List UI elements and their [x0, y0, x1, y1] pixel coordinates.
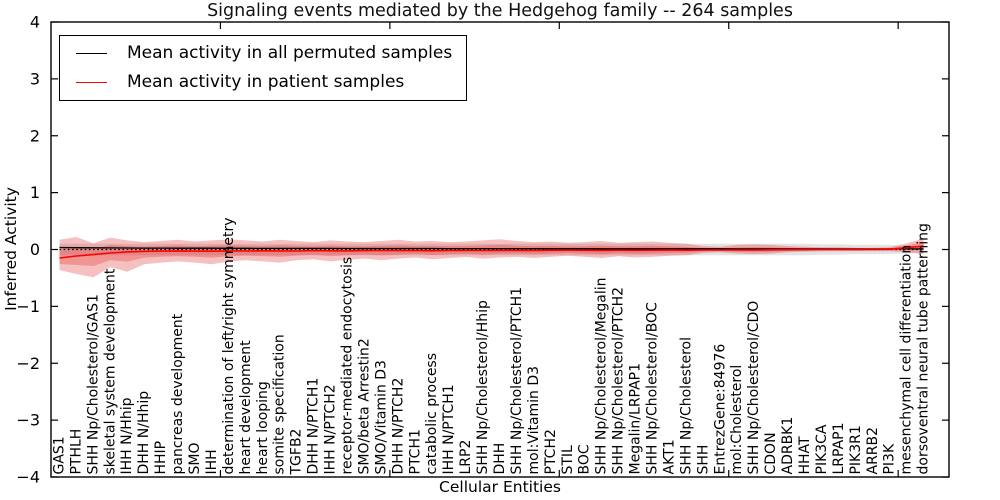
- x-category-label: PTHLH: [68, 429, 84, 475]
- x-category-label: somite specification: [272, 334, 288, 474]
- y-tick-label: −3: [16, 411, 40, 430]
- x-category-label: LRP2: [458, 440, 474, 475]
- x-category-label: Megalin/LRPAP1: [628, 363, 644, 475]
- legend-label-permuted: Mean activity in all permuted samples: [127, 42, 453, 63]
- x-category-label: SHH Np/Cholesterol: [678, 337, 694, 474]
- x-category-label: DHH N/Hhip: [136, 391, 152, 475]
- x-category-label: ARRB2: [865, 427, 881, 475]
- y-axis-label: Inferred Activity: [2, 187, 20, 311]
- permuted-line-sample-icon: [76, 52, 107, 54]
- x-category-label: LRPAP1: [831, 422, 847, 474]
- legend-entry-permuted: Mean activity in all permuted samples: [76, 41, 452, 67]
- x-category-label: ADRBK1: [780, 417, 796, 475]
- y-tick-label: 4: [30, 13, 40, 32]
- x-category-label: SHH Np/Cholesterol/PTCH2: [611, 287, 627, 475]
- x-category-label: SHH Np/Cholesterol/GAS1: [85, 294, 101, 474]
- x-category-label: mol:Cholesterol: [729, 365, 745, 475]
- x-category-label: HHAT: [797, 436, 813, 475]
- x-category-label: heart looping: [255, 381, 271, 474]
- x-category-label: PIK3CA: [814, 424, 830, 474]
- y-tick-label: 0: [30, 240, 40, 259]
- x-category-label: STIL: [560, 445, 576, 475]
- x-category-label: skeletal system development: [102, 268, 118, 474]
- x-category-label: SMO/beta Arrestin2: [356, 338, 372, 474]
- x-category-label: mesenchymal cell differentiation: [899, 245, 915, 475]
- y-tick-label: 1: [30, 183, 40, 202]
- legend: Mean activity in all permuted samples Me…: [59, 35, 468, 101]
- x-category-label: heart development: [238, 340, 254, 475]
- y-tick-label: 3: [30, 69, 40, 88]
- patient-mean-line: [59, 245, 924, 259]
- y-tick-label: 2: [30, 126, 40, 145]
- x-category-label: TGFB2: [289, 429, 305, 476]
- x-category-label: SMO: [187, 443, 203, 475]
- x-category-label: dorsoventral neural tube patterning: [916, 223, 932, 474]
- x-category-label: HHIP: [153, 441, 169, 475]
- x-category-label: IHH N/PTCH2: [323, 384, 339, 474]
- x-category-label: PTCH1: [407, 429, 423, 474]
- x-category-label: IHH N/Hhip: [119, 397, 135, 474]
- x-category-label: DHH N/PTCH2: [390, 378, 406, 475]
- legend-entry-patient: Mean activity in patient samples: [76, 70, 452, 96]
- x-category-label: BOC: [577, 444, 593, 474]
- x-category-label: SHH Np/Cholesterol/Hhip: [475, 300, 491, 474]
- permuted-mean-line: [59, 246, 924, 250]
- patient-line-sample-icon: [76, 82, 107, 84]
- x-category-label: SHH Np/Cholesterol/CDO: [746, 301, 762, 475]
- x-category-label: GAS1: [51, 436, 67, 474]
- legend-label-patient: Mean activity in patient samples: [127, 72, 405, 92]
- x-category-label: AKT1: [661, 439, 677, 474]
- x-category-label: SHH Np/Cholesterol/PTCH1: [509, 287, 525, 475]
- x-category-label: PIK3R1: [848, 425, 864, 474]
- x-category-label: catabolic process: [424, 353, 440, 475]
- x-category-label: mol:Vitamin D3: [526, 366, 542, 475]
- x-category-label: DHH: [492, 443, 508, 475]
- x-axis-label: Cellular Entities: [439, 478, 561, 496]
- x-category-label: EntrezGene:84976: [712, 344, 728, 475]
- chart-title: Signaling events mediated by the Hedgeho…: [207, 1, 793, 21]
- permuted-range-band: [59, 243, 924, 256]
- x-category-label: PI3K: [882, 443, 898, 474]
- x-category-label: DHH N/PTCH1: [306, 378, 322, 475]
- x-category-label: PTCH2: [543, 429, 559, 474]
- y-tick-label: −4: [16, 468, 40, 487]
- x-category-label: determination of left/right symmetry: [221, 217, 237, 474]
- patient-range-band: [59, 237, 924, 278]
- x-category-label: SMO/Vitamin D3: [373, 360, 389, 474]
- x-category-label: SHH: [695, 445, 711, 475]
- x-category-label: IHH: [204, 449, 220, 474]
- y-tick-label: −2: [16, 354, 40, 373]
- x-category-label: CDON: [763, 432, 779, 474]
- x-category-label: IHH N/PTCH1: [441, 384, 457, 474]
- x-category-label: receptor-mediated endocytosis: [340, 257, 356, 475]
- x-category-label: SHH Np/Cholesterol/BOC: [644, 302, 660, 475]
- x-category-label: SHH Np/Cholesterol/Megalin: [594, 277, 610, 474]
- y-tick-label: −1: [16, 297, 40, 316]
- x-category-label: pancreas development: [170, 313, 186, 474]
